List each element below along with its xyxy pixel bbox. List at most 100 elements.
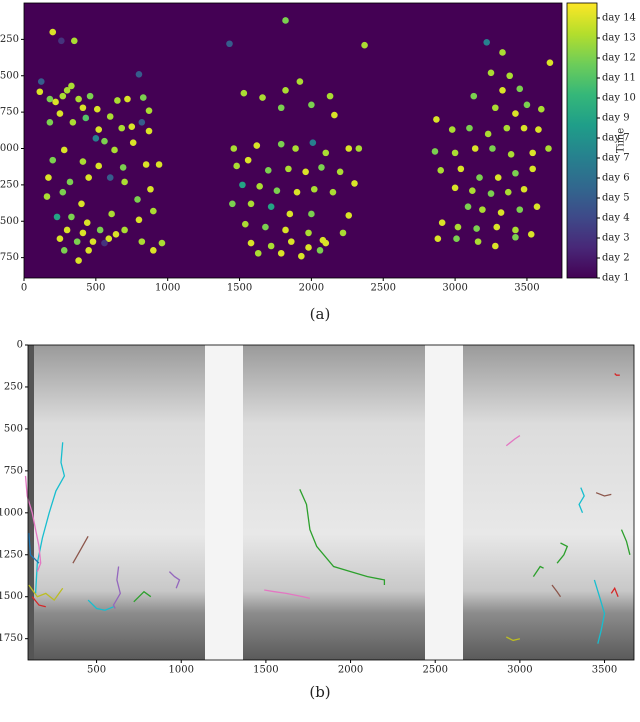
y-tick-label: 1750	[0, 252, 19, 263]
data-point	[506, 72, 513, 80]
data-point	[93, 105, 101, 113]
track	[620, 529, 631, 555]
y-tick-label: 1500	[0, 591, 23, 602]
data-point	[431, 148, 439, 155]
plot-frame	[27, 344, 635, 661]
track	[506, 636, 521, 642]
x-tick-label: 3500	[514, 283, 539, 294]
data-point	[138, 119, 146, 126]
data-point	[533, 203, 541, 211]
data-point	[309, 139, 317, 146]
data-point	[345, 212, 353, 219]
data-point	[244, 156, 252, 164]
y-tick-label: 1000	[0, 143, 19, 154]
data-point	[339, 229, 347, 237]
colorbar-tick-label: day 1	[602, 273, 630, 284]
colorbar-label: Time	[616, 128, 627, 153]
data-point	[111, 146, 118, 154]
track	[72, 535, 89, 564]
data-point	[56, 235, 64, 243]
data-point	[233, 162, 240, 170]
data-point	[322, 149, 330, 157]
data-point	[241, 220, 249, 228]
data-point	[523, 101, 531, 109]
data-point	[63, 87, 71, 94]
data-point	[464, 203, 472, 211]
data-point	[82, 114, 90, 122]
track	[556, 542, 569, 564]
data-point	[89, 238, 97, 245]
data-point	[329, 188, 337, 196]
track	[593, 579, 606, 644]
data-point	[108, 210, 115, 218]
data-point	[361, 41, 368, 49]
y-tick-label: 1250	[0, 549, 23, 560]
data-point	[474, 238, 482, 245]
data-point	[282, 17, 289, 24]
data-point	[59, 92, 67, 100]
data-point	[545, 145, 552, 152]
track	[551, 584, 562, 598]
data-point	[492, 242, 499, 250]
y-tick-label: 750	[0, 107, 19, 118]
colorbar-tick-label: day 7	[602, 153, 630, 164]
data-point	[150, 207, 157, 215]
data-point	[79, 158, 87, 165]
track	[264, 589, 311, 600]
data-point	[139, 94, 147, 101]
data-point	[546, 59, 554, 66]
data-point	[453, 235, 460, 243]
data-point	[253, 142, 261, 149]
track	[505, 435, 521, 447]
data-point	[318, 164, 325, 171]
data-point	[454, 223, 462, 231]
track	[610, 586, 619, 597]
data-point	[535, 126, 542, 133]
colorbar-tick-label: day 9	[602, 113, 630, 124]
data-point	[145, 127, 153, 135]
data-point	[451, 184, 459, 192]
data-point	[101, 239, 108, 247]
track	[578, 487, 585, 514]
data-point	[70, 37, 78, 45]
data-point	[75, 95, 82, 103]
plot-frame	[23, 2, 563, 279]
track	[24, 475, 42, 572]
y-tick-label: 250	[0, 34, 19, 45]
data-point	[129, 139, 137, 146]
data-point	[96, 226, 104, 234]
colorbar-tick-label: day 12	[602, 53, 636, 64]
colorbar-tick-label: day 4	[602, 213, 630, 224]
data-point	[520, 124, 528, 132]
data-point	[134, 196, 141, 203]
data-point	[267, 242, 275, 250]
data-point	[112, 231, 120, 238]
data-point	[494, 174, 502, 181]
data-point	[512, 110, 519, 117]
data-point	[85, 247, 92, 254]
x-tick-label: 2500	[371, 283, 396, 294]
data-point	[351, 180, 358, 187]
data-point	[53, 213, 61, 221]
track	[168, 571, 181, 589]
data-point	[326, 92, 334, 100]
data-point	[56, 110, 64, 117]
data-point	[49, 28, 57, 36]
data-point	[254, 249, 262, 257]
colorbar-tick-label: day 6	[602, 173, 630, 184]
x-tick-label: 2000	[299, 283, 324, 294]
data-point	[273, 187, 281, 194]
data-point	[497, 209, 505, 216]
data-point	[75, 257, 82, 264]
data-point	[282, 226, 289, 234]
data-point	[267, 203, 275, 211]
data-point	[105, 235, 113, 243]
data-point	[121, 226, 128, 234]
data-point	[499, 49, 506, 56]
data-point	[471, 145, 479, 152]
data-point	[466, 124, 473, 132]
data-point	[63, 226, 71, 234]
data-point	[504, 188, 512, 196]
x-tick-label: 2000	[338, 665, 363, 676]
data-point	[58, 37, 65, 45]
